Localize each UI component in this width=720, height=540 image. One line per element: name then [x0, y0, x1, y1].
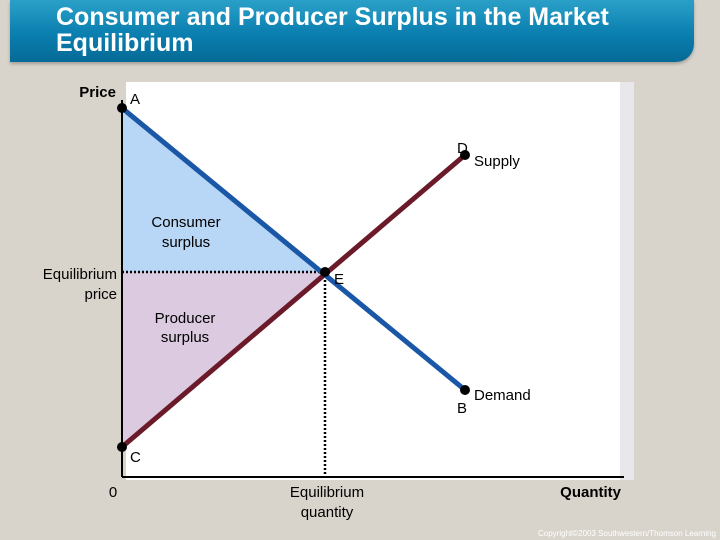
point-e-marker [320, 267, 330, 277]
x-axis-label: Quantity [560, 484, 621, 501]
consumer-surplus-label-line1: Consumer [151, 214, 220, 231]
point-b-label: B [457, 400, 467, 417]
point-c-label: C [130, 449, 141, 466]
producer-surplus-label-line2: surplus [161, 329, 209, 346]
plot-panel-edge [620, 82, 634, 480]
producer-surplus-label-line1: Producer [155, 310, 216, 327]
consumer-surplus-label-line2: surplus [162, 234, 210, 251]
equilibrium-quantity-label-line2: quantity [301, 504, 354, 521]
point-c-marker [117, 442, 127, 452]
equilibrium-price-label-line1: Equilibrium [43, 266, 117, 283]
point-d-marker [460, 150, 470, 160]
origin-label: 0 [109, 484, 117, 501]
point-d-label: D [457, 140, 468, 157]
page-title: Consumer and Producer Surplus in the Mar… [56, 3, 609, 57]
point-e-label: E [334, 271, 344, 288]
title-banner [10, 0, 694, 62]
demand-curve [120, 106, 467, 392]
equilibrium-quantity-label-line1: Equilibrium [290, 484, 364, 501]
demand-label: Demand [474, 387, 531, 404]
y-axis-label: Price [79, 84, 116, 101]
point-a-marker [117, 103, 127, 113]
point-b-marker [460, 385, 470, 395]
supply-label: Supply [474, 153, 520, 170]
copyright-notice: Copyright©2003 Southwestern/Thomson Lear… [538, 529, 716, 538]
equilibrium-price-label-line2: price [84, 286, 117, 303]
point-a-label: A [130, 91, 140, 108]
supply-curve [120, 153, 467, 449]
